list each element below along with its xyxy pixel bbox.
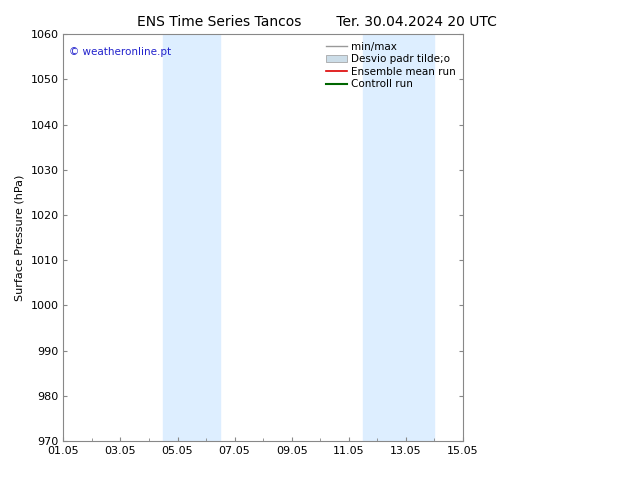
Bar [363, 34, 434, 441]
Text: ENS Time Series Tancos        Ter. 30.04.2024 20 UTC: ENS Time Series Tancos Ter. 30.04.2024 2… [137, 15, 497, 29]
Y-axis label: Surface Pressure (hPa): Surface Pressure (hPa) [15, 174, 25, 301]
Text: © weatheronline.pt: © weatheronline.pt [69, 47, 172, 56]
Bar [164, 34, 221, 441]
Legend: min/max, Desvio padr tilde;o, Ensemble mean run, Controll run: min/max, Desvio padr tilde;o, Ensemble m… [324, 40, 458, 92]
